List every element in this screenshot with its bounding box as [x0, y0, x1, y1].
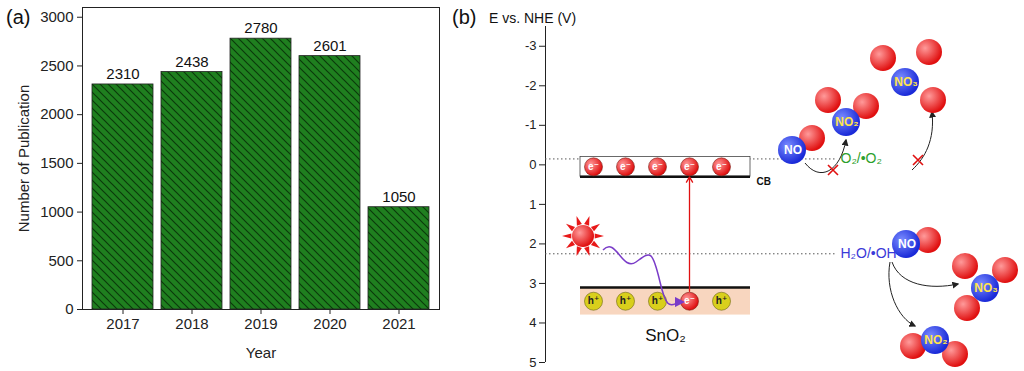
svg-text:O₂/•O₂: O₂/•O₂ — [841, 150, 882, 166]
svg-text:NO₂: NO₂ — [835, 115, 858, 129]
svg-text:2: 2 — [529, 236, 536, 251]
svg-text:2438: 2438 — [175, 53, 208, 70]
svg-text:e⁻: e⁻ — [620, 161, 631, 172]
html-text:(b): (b) — [452, 6, 477, 28]
svg-text:1000: 1000 — [40, 203, 73, 220]
svg-text:e⁻: e⁻ — [716, 161, 727, 172]
svg-text:2020: 2020 — [313, 315, 346, 332]
svg-text:5: 5 — [529, 355, 536, 370]
svg-text:2000: 2000 — [40, 105, 73, 122]
svg-text:h⁺: h⁺ — [620, 295, 631, 306]
svg-text:H₂O/•OH: H₂O/•OH — [841, 245, 897, 261]
svg-text:SnO₂: SnO₂ — [645, 326, 686, 345]
svg-text:1500: 1500 — [40, 154, 73, 171]
svg-text:2017: 2017 — [106, 315, 139, 332]
svg-text:h⁺: h⁺ — [588, 295, 599, 306]
svg-text:NO₂: NO₂ — [924, 333, 947, 347]
svg-text:1050: 1050 — [382, 188, 415, 205]
svg-text:2310: 2310 — [106, 65, 139, 82]
svg-text:0: 0 — [529, 157, 536, 172]
svg-text:NO: NO — [898, 237, 916, 251]
svg-text:2021: 2021 — [382, 315, 415, 332]
svg-text:2780: 2780 — [244, 19, 277, 36]
svg-text:e⁻: e⁻ — [588, 161, 599, 172]
svg-text:Number of Publication: Number of Publication — [15, 85, 32, 233]
svg-text:CB: CB — [757, 176, 771, 187]
svg-text:3: 3 — [529, 276, 536, 291]
svg-text:0: 0 — [65, 300, 73, 317]
html-text:E vs. NHE (V): E vs. NHE (V) — [489, 10, 577, 26]
svg-text:-3: -3 — [525, 38, 537, 53]
html-text:(a): (a) — [6, 6, 31, 28]
svg-text:2500: 2500 — [40, 57, 73, 74]
svg-text:-1: -1 — [525, 117, 537, 132]
svg-text:500: 500 — [48, 252, 73, 269]
svg-text:2019: 2019 — [244, 315, 277, 332]
svg-text:h⁺: h⁺ — [652, 295, 663, 306]
svg-text:e⁻: e⁻ — [684, 295, 695, 306]
svg-text:NO₃: NO₃ — [894, 75, 918, 89]
svg-text:-2: -2 — [525, 78, 537, 93]
svg-text:4: 4 — [529, 315, 536, 330]
svg-text:NO: NO — [784, 143, 802, 157]
svg-text:NO₃: NO₃ — [974, 281, 998, 295]
svg-text:2601: 2601 — [313, 37, 346, 54]
svg-text:Year: Year — [246, 344, 276, 361]
svg-text:2018: 2018 — [175, 315, 208, 332]
svg-text:h⁺: h⁺ — [716, 295, 727, 306]
svg-text:e⁻: e⁻ — [652, 161, 663, 172]
svg-text:1: 1 — [529, 197, 536, 212]
svg-text:3000: 3000 — [40, 8, 73, 25]
svg-text:e⁻: e⁻ — [684, 161, 695, 172]
